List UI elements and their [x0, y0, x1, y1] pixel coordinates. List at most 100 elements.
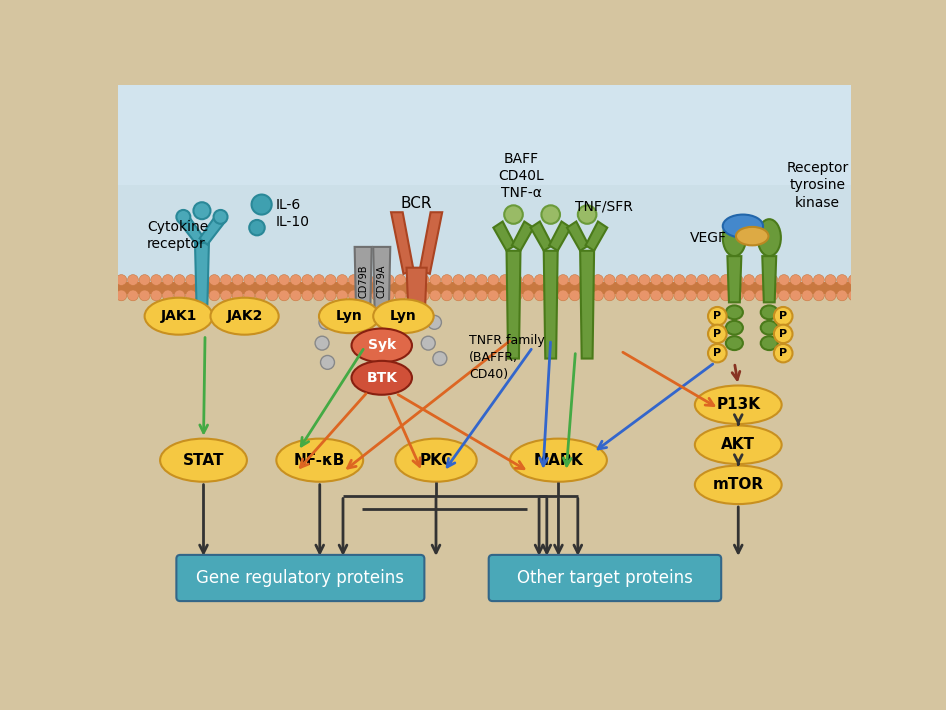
Circle shape — [592, 290, 604, 301]
Circle shape — [697, 275, 708, 285]
Circle shape — [214, 210, 228, 224]
Ellipse shape — [761, 337, 778, 350]
Circle shape — [315, 337, 329, 350]
Circle shape — [616, 290, 626, 301]
Polygon shape — [179, 215, 204, 244]
Ellipse shape — [695, 466, 781, 504]
Circle shape — [790, 275, 801, 285]
Circle shape — [185, 275, 197, 285]
Circle shape — [163, 275, 173, 285]
Circle shape — [814, 275, 824, 285]
Circle shape — [802, 290, 813, 301]
Circle shape — [198, 290, 208, 301]
Circle shape — [383, 290, 394, 301]
Circle shape — [185, 290, 197, 301]
Circle shape — [302, 275, 313, 285]
Text: P: P — [780, 311, 787, 321]
Circle shape — [569, 290, 580, 301]
Circle shape — [558, 290, 569, 301]
Circle shape — [627, 275, 639, 285]
Circle shape — [279, 290, 289, 301]
Circle shape — [442, 290, 452, 301]
Circle shape — [325, 290, 336, 301]
Circle shape — [523, 275, 534, 285]
Ellipse shape — [160, 439, 247, 482]
Text: AKT: AKT — [721, 437, 755, 452]
Polygon shape — [506, 251, 520, 359]
Polygon shape — [544, 251, 558, 359]
Circle shape — [825, 275, 836, 285]
Circle shape — [541, 205, 560, 224]
Text: P: P — [713, 311, 722, 321]
Text: STAT: STAT — [183, 453, 224, 468]
Circle shape — [128, 275, 138, 285]
Ellipse shape — [736, 227, 768, 246]
Ellipse shape — [761, 321, 778, 334]
Circle shape — [755, 290, 766, 301]
Text: BAFF
CD40L
TNF-α: BAFF CD40L TNF-α — [499, 152, 544, 200]
Circle shape — [744, 290, 755, 301]
Text: P: P — [780, 329, 787, 339]
Circle shape — [721, 275, 731, 285]
Circle shape — [709, 290, 720, 301]
Circle shape — [209, 275, 219, 285]
Ellipse shape — [723, 219, 746, 256]
Circle shape — [709, 275, 720, 285]
Circle shape — [267, 275, 278, 285]
Text: CD79A: CD79A — [377, 265, 387, 298]
Circle shape — [558, 275, 569, 285]
Circle shape — [313, 275, 324, 285]
Circle shape — [662, 275, 674, 285]
Polygon shape — [580, 251, 594, 359]
Text: CD79B: CD79B — [359, 265, 368, 298]
Circle shape — [523, 290, 534, 301]
Circle shape — [581, 275, 592, 285]
Circle shape — [499, 290, 511, 301]
Circle shape — [779, 275, 789, 285]
Text: P: P — [713, 348, 722, 358]
Circle shape — [534, 290, 545, 301]
Circle shape — [429, 275, 441, 285]
Polygon shape — [531, 222, 552, 251]
Circle shape — [767, 275, 778, 285]
Circle shape — [325, 275, 336, 285]
Circle shape — [290, 275, 301, 285]
Circle shape — [372, 290, 382, 301]
Circle shape — [360, 275, 371, 285]
Circle shape — [302, 290, 313, 301]
Text: Syk: Syk — [368, 339, 395, 352]
FancyBboxPatch shape — [176, 555, 425, 601]
Bar — [118, 85, 851, 285]
Circle shape — [651, 290, 661, 301]
Circle shape — [453, 275, 464, 285]
Circle shape — [825, 290, 836, 301]
Text: P13K: P13K — [716, 398, 761, 413]
Ellipse shape — [210, 297, 279, 334]
Circle shape — [592, 275, 604, 285]
Circle shape — [779, 290, 789, 301]
Circle shape — [220, 275, 232, 285]
Polygon shape — [549, 222, 570, 251]
Circle shape — [198, 275, 208, 285]
Circle shape — [139, 290, 150, 301]
Circle shape — [674, 275, 685, 285]
Circle shape — [744, 275, 755, 285]
Circle shape — [569, 275, 580, 285]
Circle shape — [790, 290, 801, 301]
Circle shape — [732, 290, 743, 301]
Circle shape — [511, 290, 522, 301]
Circle shape — [348, 290, 359, 301]
Circle shape — [767, 290, 778, 301]
Ellipse shape — [723, 214, 763, 238]
Polygon shape — [727, 256, 742, 302]
Ellipse shape — [352, 329, 412, 362]
Ellipse shape — [758, 219, 780, 256]
Ellipse shape — [352, 361, 412, 395]
Circle shape — [849, 290, 859, 301]
Polygon shape — [355, 247, 372, 316]
Text: PKC: PKC — [419, 453, 453, 468]
Ellipse shape — [374, 299, 433, 333]
Circle shape — [697, 290, 708, 301]
Text: P: P — [713, 329, 722, 339]
Circle shape — [407, 290, 417, 301]
